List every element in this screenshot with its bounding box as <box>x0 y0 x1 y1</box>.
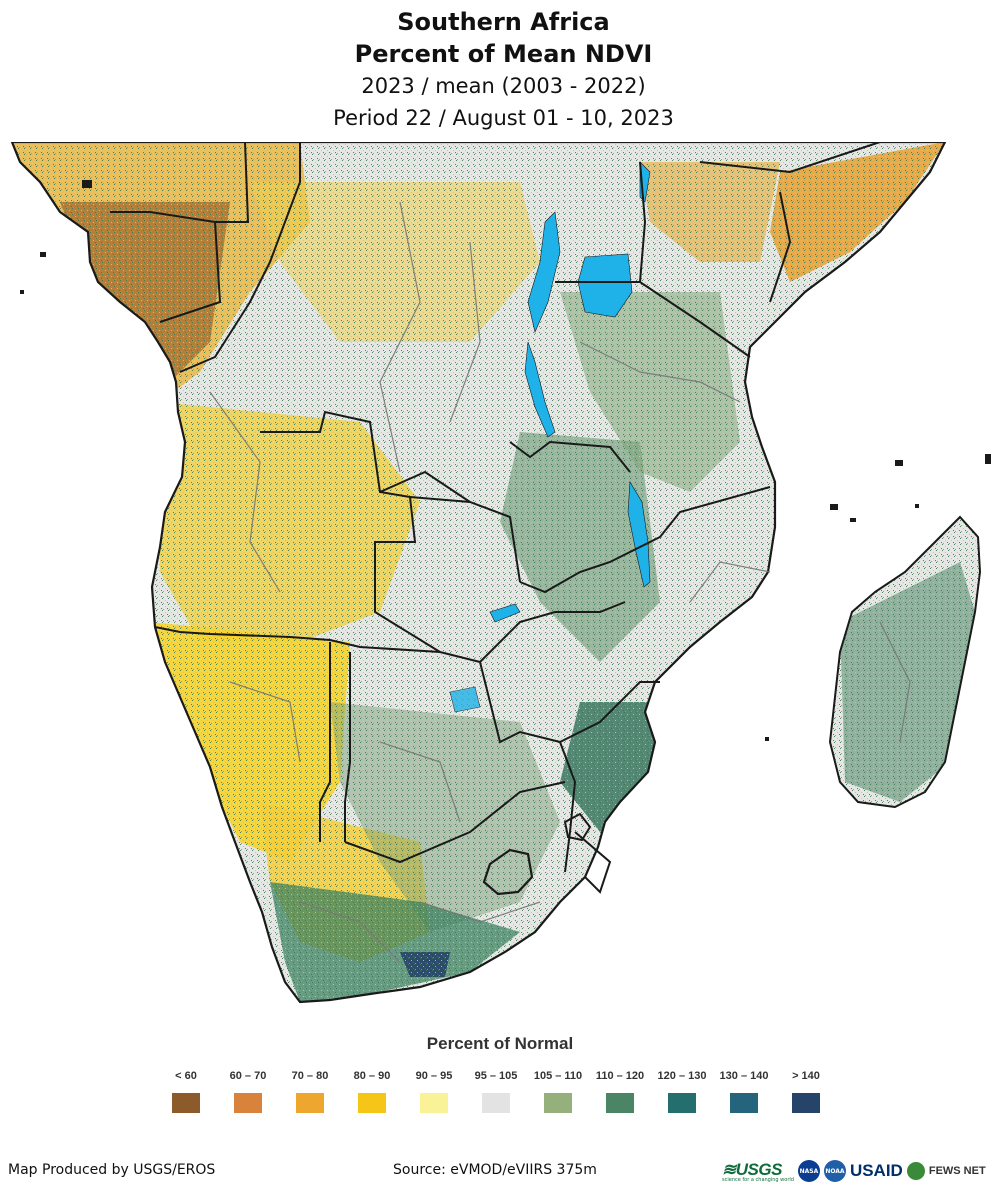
legend-swatch <box>482 1093 510 1113</box>
fews-globe-icon <box>906 1162 925 1180</box>
islands <box>20 180 991 741</box>
map-producer: Map Produced by USGS/EROS <box>8 1162 216 1178</box>
legend-swatch <box>234 1093 262 1113</box>
legend-swatch <box>606 1093 634 1113</box>
title-product: Percent of Mean NDVI <box>354 40 653 68</box>
legend: < 60 60 – 70 70 – 80 80 – 90 90 – 95 95 – 105… <box>172 1069 840 1119</box>
title-period: Period 22 / August 01 - 10, 2023 <box>333 106 674 130</box>
legend-item: 120 – 130 <box>652 1069 712 1113</box>
fews-net-logo: FEWS NET <box>928 1165 986 1177</box>
legend-item-label: 60 – 70 <box>229 1070 267 1082</box>
legend-item-label: 80 – 90 <box>353 1070 391 1082</box>
legend-item-label: 95 – 105 <box>474 1070 518 1082</box>
nasa-logo: NASA <box>797 1160 820 1182</box>
country-borders <box>110 142 881 894</box>
legend-item: 105 – 110 <box>528 1069 588 1113</box>
lakes <box>449 161 651 713</box>
legend-swatch <box>358 1093 386 1113</box>
legend-item: 95 – 105 <box>466 1069 526 1113</box>
legend-swatch <box>172 1093 200 1113</box>
legend-item-label: 110 – 120 <box>595 1070 645 1082</box>
legend-swatch <box>544 1093 572 1113</box>
legend-swatch <box>420 1093 448 1113</box>
legend-item-label: 90 – 95 <box>415 1070 453 1082</box>
legend-item-label: > 140 <box>792 1070 820 1082</box>
title-region: Southern Africa <box>397 8 610 36</box>
title-comparison: 2023 / mean (2003 - 2022) <box>361 74 646 98</box>
data-source: Source: eVMOD/eVIIRS 375m <box>393 1162 597 1178</box>
legend-swatch <box>296 1093 324 1113</box>
legend-item: < 60 <box>156 1069 216 1113</box>
legend-item: 130 – 140 <box>714 1069 774 1113</box>
noaa-logo: NOAA <box>823 1160 846 1182</box>
map-title-block: Southern Africa Percent of Mean NDVI 202… <box>0 6 1007 134</box>
usgs-wordmark: ≋USGS <box>722 1159 782 1179</box>
legend-item-label: < 60 <box>175 1070 197 1082</box>
legend-swatch <box>792 1093 820 1113</box>
legend-item-label: 120 – 130 <box>657 1070 707 1082</box>
legend-item-label: 70 – 80 <box>291 1070 329 1082</box>
legend-item-label: 130 – 140 <box>719 1070 769 1082</box>
legend-item: > 140 <box>776 1069 836 1113</box>
legend-item: 80 – 90 <box>342 1069 402 1113</box>
legend-swatch <box>668 1093 696 1113</box>
legend-item: 70 – 80 <box>280 1069 340 1113</box>
partner-logos: ≋USGS science for a changing world NASA … <box>722 1156 1002 1186</box>
legend-title: Percent of Normal <box>426 1034 574 1053</box>
usgs-tagline: science for a changing world <box>722 1176 794 1183</box>
legend-item: 110 – 120 <box>590 1069 650 1113</box>
ndvi-map <box>10 142 991 1004</box>
usaid-logo: USAID <box>849 1161 903 1180</box>
province-borders <box>209 201 911 963</box>
usgs-logo: ≋USGS science for a changing world <box>722 1160 794 1183</box>
legend-item: 90 – 95 <box>404 1069 464 1113</box>
legend-item-label: 105 – 110 <box>533 1070 583 1082</box>
legend-swatch <box>730 1093 758 1113</box>
legend-item: 60 – 70 <box>218 1069 278 1113</box>
